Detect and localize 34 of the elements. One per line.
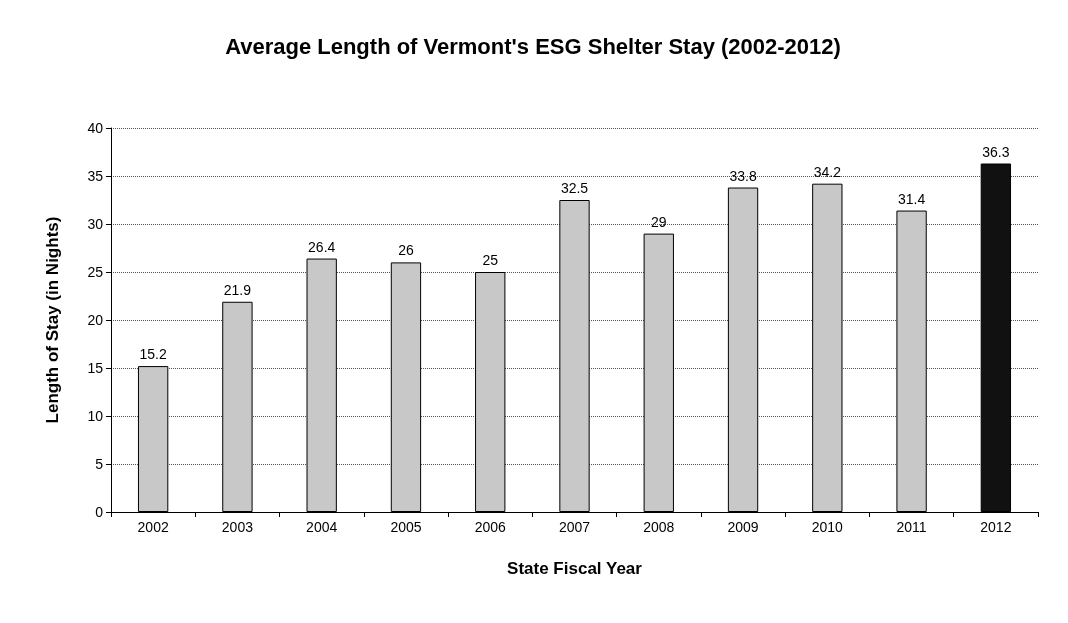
y-axis-title: Length of Stay (in Nights) bbox=[43, 216, 62, 424]
y-tick-label: 0 bbox=[95, 504, 104, 520]
y-tick-label: 35 bbox=[87, 168, 104, 184]
y-tick-label: 25 bbox=[87, 264, 104, 280]
y-tick-label: 40 bbox=[87, 120, 104, 136]
y-tick-label: 5 bbox=[95, 456, 104, 472]
data-label: 15.2 bbox=[139, 346, 167, 363]
y-tick-label: 10 bbox=[87, 408, 104, 424]
data-label: 34.2 bbox=[813, 163, 842, 180]
data-label: 29 bbox=[650, 213, 667, 230]
y-tick-label: 20 bbox=[87, 312, 104, 328]
y-tick-label: 30 bbox=[87, 216, 104, 232]
data-label: 33.8 bbox=[729, 167, 757, 184]
x-tick-label: 2009 bbox=[727, 519, 759, 535]
data-label: 26.4 bbox=[308, 238, 336, 255]
data-label: 31.4 bbox=[897, 190, 926, 207]
data-label: 21.9 bbox=[223, 281, 252, 298]
x-tick-label: 2003 bbox=[221, 519, 254, 535]
chart-title: Average Length of Vermont's ESG Shelter Stay (2002-2012) bbox=[225, 33, 841, 59]
data-label: 25 bbox=[482, 252, 499, 268]
x-tick-label: 2012 bbox=[980, 519, 1012, 535]
x-tick-label: 2008 bbox=[643, 519, 675, 535]
x-tick-label: 2005 bbox=[390, 519, 422, 535]
x-tick-label: 2002 bbox=[137, 519, 169, 535]
x-tick-label: 2010 bbox=[811, 519, 844, 535]
x-tick-label: 2007 bbox=[558, 519, 591, 535]
y-tick-label: 15 bbox=[87, 360, 104, 376]
data-label: 36.3 bbox=[982, 143, 1010, 160]
data-label: 26 bbox=[398, 242, 414, 259]
x-tick-label: 2004 bbox=[306, 519, 338, 535]
x-axis-title: State Fiscal Year bbox=[507, 559, 643, 578]
x-tick-label: 2011 bbox=[896, 519, 927, 535]
x-tick-label: 2006 bbox=[474, 519, 507, 535]
data-label: 32.5 bbox=[560, 180, 589, 196]
